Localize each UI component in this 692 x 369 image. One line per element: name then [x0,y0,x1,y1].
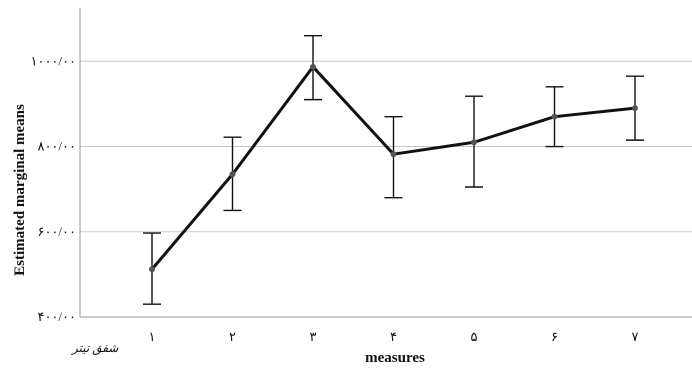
data-point-6 [551,113,558,120]
data-point-7 [632,105,638,112]
x-axis-title: measures [365,350,425,366]
label-layer: ۴۰۰/۰۰ ۶۰۰/۰۰ ۸۰۰/۰۰ ۱۰۰۰/۰۰ ۱ ۲ ۳ ۴ ۵ ۶ ۷ [30,53,638,344]
x-tick-label-6: ۶ [551,329,558,344]
x-tick-label-1: ۱ [149,329,156,344]
watermark-annotation: شفق تیتر [70,341,119,355]
axis-layer [79,8,692,318]
data-point-2 [229,171,236,178]
point-layer [149,63,638,273]
errbar-layer [143,35,644,305]
x-tick-label-4: ۴ [390,329,397,344]
y-axis-title: Estimated marginal means [12,104,28,276]
data-point-1 [149,266,155,273]
data-point-3 [310,63,316,70]
grid-layer [80,60,692,318]
x-tick-label-5: ۵ [471,329,478,344]
data-point-5 [471,139,477,146]
y-tick-label-3: ۱۰۰۰/۰۰ [30,53,76,68]
x-tick-label-3: ۳ [310,329,317,344]
x-tick-label-7: ۷ [632,329,639,344]
y-tick-label-1: ۶۰۰/۰۰ [37,224,76,239]
x-tick-label-2: ۲ [229,329,236,344]
y-tick-label-2: ۸۰۰/۰۰ [37,139,76,154]
data-point-4 [390,151,397,158]
y-tick-label-0: ۴۰۰/۰۰ [37,309,76,324]
